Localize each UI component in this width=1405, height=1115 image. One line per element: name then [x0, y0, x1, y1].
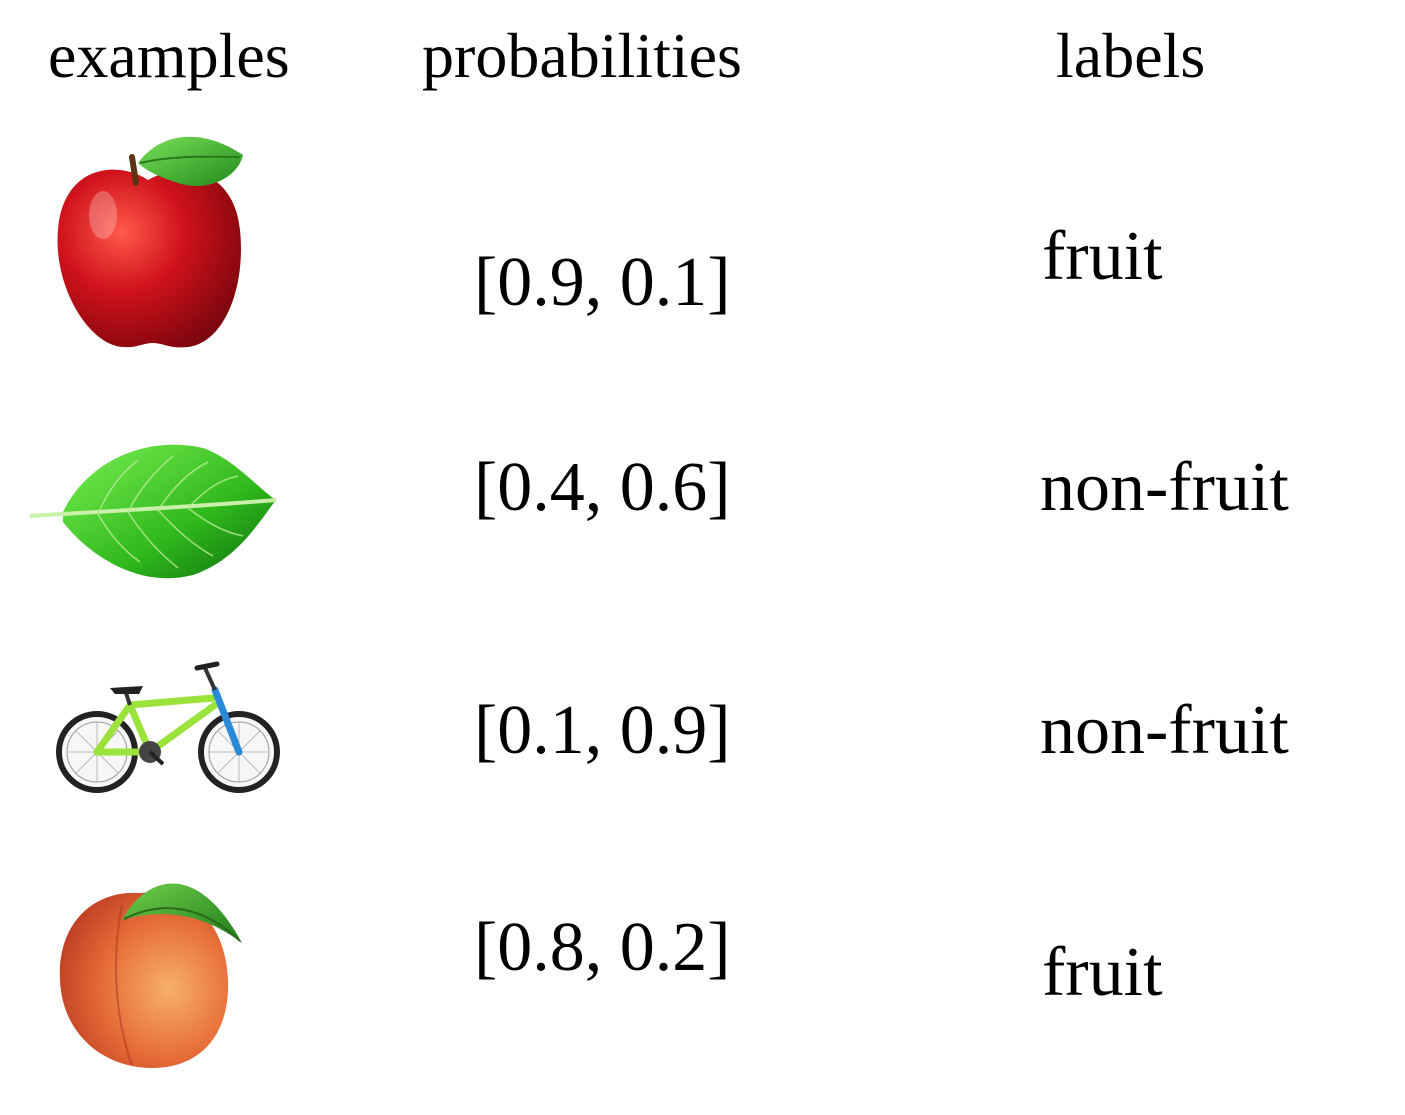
label-row-2: non-fruit [1040, 449, 1289, 526]
apple-image [57, 136, 243, 348]
probabilities-row-3: [0.1, 0.9] [474, 692, 731, 769]
bicycle-image [56, 661, 280, 793]
leaf-image [29, 444, 277, 579]
header-examples: examples [48, 20, 290, 91]
label-row-4: fruit [1042, 934, 1163, 1011]
label-row-3: non-fruit [1040, 692, 1289, 769]
probabilities-row-2: [0.4, 0.6] [474, 449, 731, 526]
peach-image [59, 883, 242, 1069]
probabilities-row-4: [0.8, 0.2] [474, 909, 731, 986]
label-row-1: fruit [1042, 218, 1163, 295]
header-probabilities: probabilities [422, 20, 742, 91]
probabilities-row-1: [0.9, 0.1] [474, 244, 731, 321]
header-labels: labels [1056, 20, 1206, 91]
